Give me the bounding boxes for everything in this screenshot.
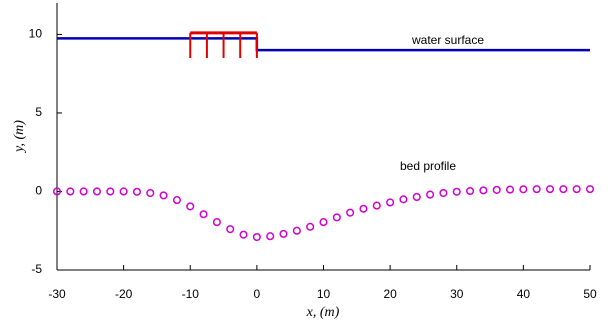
- series-label: bed profile: [400, 159, 456, 173]
- bed-point: [319, 218, 328, 227]
- bed-point: [519, 185, 528, 194]
- x-tick-label: 40: [517, 287, 531, 301]
- bed-point: [359, 204, 368, 213]
- x-tick-label: -30: [48, 287, 66, 301]
- y-tick-label: 5: [35, 105, 42, 119]
- x-tick-label: 50: [583, 287, 597, 301]
- bed-point: [492, 185, 501, 194]
- bed-point: [239, 230, 248, 239]
- y-tick-label: -5: [31, 262, 42, 276]
- bed-point: [79, 187, 88, 196]
- x-tick-label: 20: [383, 287, 397, 301]
- bed-point: [172, 196, 181, 205]
- bed-point: [426, 190, 435, 199]
- bed-point: [386, 198, 395, 207]
- bed-point: [279, 229, 288, 238]
- bed-point: [399, 195, 408, 204]
- bed-point: [479, 186, 488, 195]
- x-tick-label: 30: [450, 287, 464, 301]
- bed-point: [266, 232, 275, 241]
- y-tick-label: 0: [35, 184, 42, 198]
- bed-point: [199, 210, 208, 219]
- y-tick-label: 10: [29, 27, 43, 41]
- bed-point: [439, 188, 448, 198]
- bed-point: [412, 192, 421, 202]
- bed-point: [572, 185, 581, 194]
- bed-point: [106, 187, 115, 196]
- y-axis-title: y, (m): [12, 120, 27, 154]
- x-tick-label: 10: [317, 287, 331, 301]
- bed-point: [186, 202, 195, 211]
- bed-point: [52, 187, 62, 196]
- bed-point: [306, 222, 315, 231]
- x-tick-label: -20: [115, 287, 133, 301]
- bed-point: [66, 187, 75, 196]
- bed-point: [252, 232, 261, 242]
- bed-point: [159, 191, 168, 200]
- bed-point: [119, 187, 128, 196]
- bed-point: [132, 187, 141, 196]
- x-axis-title: x, (m): [306, 305, 340, 320]
- water-line: [57, 37, 590, 52]
- bed-point: [332, 213, 341, 222]
- bed-point: [506, 185, 515, 194]
- bed-point: [466, 186, 475, 196]
- bed-point: [452, 187, 461, 196]
- bed-point: [545, 185, 555, 194]
- bed-point: [346, 208, 355, 217]
- bed-point: [212, 218, 221, 227]
- bed-point: [372, 201, 381, 210]
- bed-point: [559, 185, 568, 194]
- bed-point: [292, 226, 301, 235]
- x-tick-label: 0: [254, 287, 261, 301]
- x-tick-label: -10: [182, 287, 200, 301]
- bed-point: [146, 188, 155, 198]
- series-label: water surface: [411, 33, 484, 47]
- bed-point: [226, 225, 235, 234]
- bed-point: [92, 187, 102, 196]
- bed-point: [585, 185, 595, 194]
- bed-point: [532, 185, 541, 194]
